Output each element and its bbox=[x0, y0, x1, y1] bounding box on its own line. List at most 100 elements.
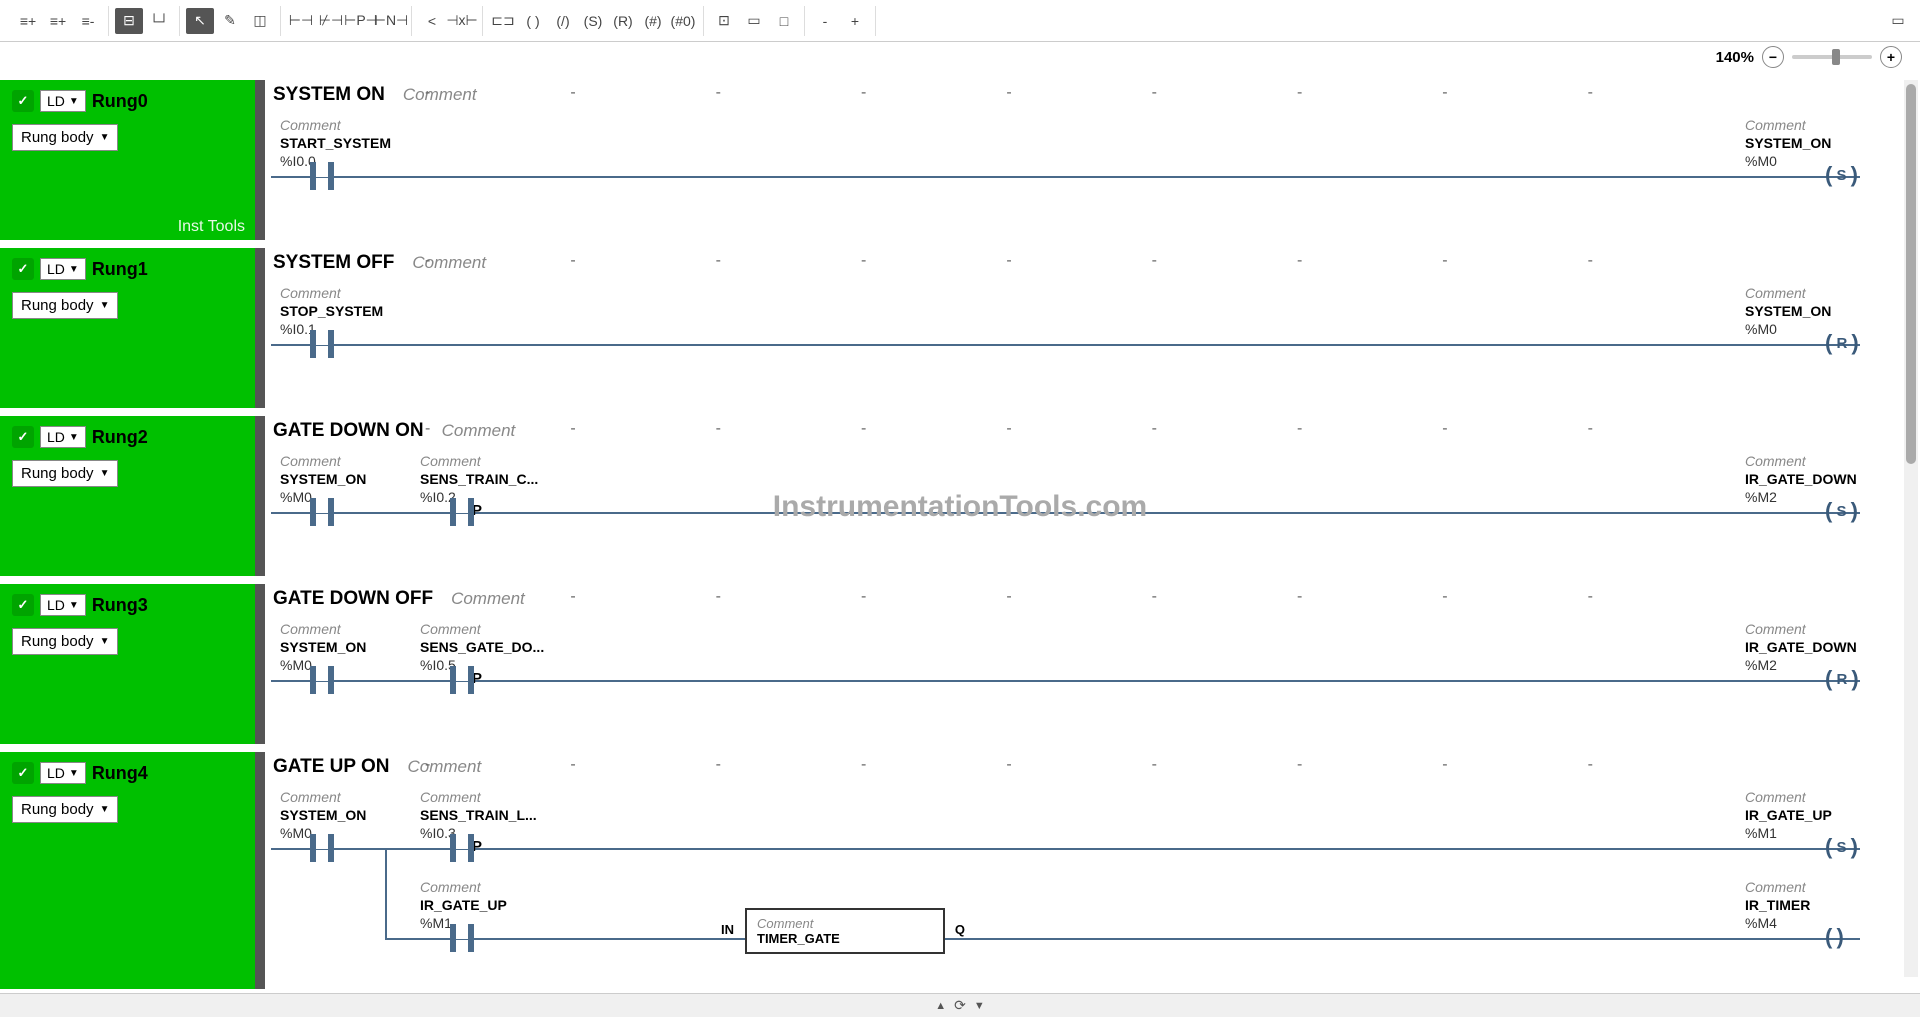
rung-title: SYSTEM OFF bbox=[273, 252, 394, 274]
contact[interactable]: P bbox=[450, 666, 474, 694]
coil-address: %M0 bbox=[1745, 152, 1831, 170]
coil[interactable]: ( R ) bbox=[1825, 330, 1858, 356]
toolbar-button[interactable]: < bbox=[418, 8, 446, 34]
contact-comment[interactable]: Comment bbox=[420, 788, 537, 806]
contact[interactable]: P bbox=[450, 498, 474, 526]
vertical-scrollbar[interactable] bbox=[1904, 80, 1918, 977]
coil-name: SYSTEM_ON bbox=[1745, 134, 1831, 152]
coil[interactable]: ( R ) bbox=[1825, 666, 1858, 692]
contact-comment[interactable]: Comment bbox=[420, 620, 544, 638]
coil[interactable]: ( S ) bbox=[1825, 834, 1857, 860]
zoom-controls: 140% − + bbox=[0, 42, 1920, 72]
rung-comment[interactable]: Comment bbox=[412, 253, 486, 273]
language-select[interactable]: LD ▼ bbox=[40, 594, 86, 616]
contact-comment[interactable]: Comment bbox=[280, 116, 391, 134]
contact-comment[interactable]: Comment bbox=[280, 284, 383, 302]
rung-header: ✓ LD ▼ Rung2 Rung body ▼ bbox=[0, 416, 255, 576]
language-select[interactable]: LD ▼ bbox=[40, 258, 86, 280]
contact[interactable] bbox=[310, 666, 334, 694]
coil-comment[interactable]: Comment bbox=[1745, 788, 1832, 806]
restore-icon[interactable]: ▭ bbox=[1884, 8, 1912, 34]
contact-name: SYSTEM_ON bbox=[280, 806, 366, 824]
func-in-label: IN bbox=[721, 922, 734, 937]
toolbar-button[interactable]: ⊢N⊣ bbox=[377, 8, 405, 34]
toolbar-button[interactable]: ✎ bbox=[216, 8, 244, 34]
language-select[interactable]: LD ▼ bbox=[40, 90, 86, 112]
zoom-in-button[interactable]: + bbox=[1880, 46, 1902, 68]
contact-comment[interactable]: Comment bbox=[420, 452, 538, 470]
language-select[interactable]: LD ▼ bbox=[40, 762, 86, 784]
toolbar-button[interactable]: ⊣x⊢ bbox=[448, 8, 476, 34]
coil-address: %M0 bbox=[1745, 320, 1831, 338]
contact-comment[interactable]: Comment bbox=[280, 788, 366, 806]
toolbar-button[interactable]: (#) bbox=[639, 8, 667, 34]
toolbar-button[interactable]: (#0) bbox=[669, 8, 697, 34]
toolbar-button[interactable]: □ bbox=[770, 8, 798, 34]
coil-comment[interactable]: Comment bbox=[1745, 452, 1857, 470]
toolbar-button[interactable]: ≡- bbox=[74, 8, 102, 34]
rung-body[interactable]: GATE DOWN ONComment---------CommentSYSTE… bbox=[265, 416, 1920, 576]
toolbar-button[interactable]: ⊟ bbox=[115, 8, 143, 34]
contact-comment[interactable]: Comment bbox=[280, 620, 366, 638]
toolbar-button[interactable]: ( ) bbox=[519, 8, 547, 34]
toolbar-button[interactable]: + bbox=[841, 8, 869, 34]
collapse-up-icon[interactable]: ▲ bbox=[935, 1000, 946, 1012]
rung-comment[interactable]: Comment bbox=[451, 589, 525, 609]
toolbar-button[interactable]: ≡+ bbox=[14, 8, 42, 34]
rung-status-icon: ✓ bbox=[12, 258, 34, 280]
toolbar-button[interactable]: (R) bbox=[609, 8, 637, 34]
toolbar-button[interactable]: ⊬⊣ bbox=[317, 8, 345, 34]
coil-name: IR_GATE_DOWN bbox=[1745, 470, 1857, 488]
contact[interactable]: P bbox=[450, 834, 474, 862]
coil-name: SYSTEM_ON bbox=[1745, 302, 1831, 320]
toolbar-button[interactable]: ⊢P⊣ bbox=[347, 8, 375, 34]
toolbar-button[interactable]: ↖ bbox=[186, 8, 214, 34]
toolbar-button[interactable]: ⊢⊣ bbox=[287, 8, 315, 34]
rung-name: Rung0 bbox=[92, 91, 148, 112]
coil[interactable]: ( S ) bbox=[1825, 162, 1857, 188]
coil-name: IR_GATE_DOWN bbox=[1745, 638, 1857, 656]
toolbar-button[interactable]: (S) bbox=[579, 8, 607, 34]
rung-body[interactable]: SYSTEM OFFComment---------CommentSTOP_SY… bbox=[265, 248, 1920, 408]
contact[interactable] bbox=[310, 330, 334, 358]
contact[interactable] bbox=[310, 498, 334, 526]
rung-body-select[interactable]: Rung body ▼ bbox=[12, 124, 118, 151]
coil-comment[interactable]: Comment bbox=[1745, 284, 1831, 302]
toolbar-button[interactable]: ▭ bbox=[740, 8, 768, 34]
rung-body-select[interactable]: Rung body ▼ bbox=[12, 628, 118, 655]
contact-name: SENS_TRAIN_L... bbox=[420, 806, 537, 824]
collapse-down-icon[interactable]: ▼ bbox=[974, 1000, 985, 1012]
contact-name: SYSTEM_ON bbox=[280, 638, 366, 656]
rung-status-icon: ✓ bbox=[12, 594, 34, 616]
rung-body-select[interactable]: Rung body ▼ bbox=[12, 460, 118, 487]
refresh-icon[interactable]: ⟳ bbox=[954, 997, 966, 1014]
rung-comment[interactable]: Comment bbox=[403, 85, 477, 105]
coil-comment[interactable]: Comment bbox=[1745, 620, 1857, 638]
rung-status-icon: ✓ bbox=[12, 90, 34, 112]
coil[interactable]: ( S ) bbox=[1825, 498, 1857, 524]
coil-comment[interactable]: Comment bbox=[1745, 116, 1831, 134]
zoom-slider[interactable] bbox=[1792, 55, 1872, 59]
toolbar-button[interactable]: └┘ bbox=[145, 8, 173, 34]
rung-body-select[interactable]: Rung body ▼ bbox=[12, 292, 118, 319]
zoom-out-button[interactable]: − bbox=[1762, 46, 1784, 68]
rung-header: ✓ LD ▼ Rung4 Rung body ▼ bbox=[0, 752, 255, 989]
contact-comment[interactable]: Comment bbox=[280, 452, 366, 470]
rung-body-select[interactable]: Rung body ▼ bbox=[12, 796, 118, 823]
toolbar-button[interactable]: ⊡ bbox=[710, 8, 738, 34]
language-select[interactable]: LD ▼ bbox=[40, 426, 86, 448]
toolbar-button[interactable]: ⊏⊐ bbox=[489, 8, 517, 34]
rung-comment[interactable]: Comment bbox=[407, 757, 481, 777]
toolbar-button[interactable]: (/) bbox=[549, 8, 577, 34]
toolbar-button[interactable]: - bbox=[811, 8, 839, 34]
rung-body[interactable]: SYSTEM ONComment---------CommentSTART_SY… bbox=[265, 80, 1920, 240]
rung-body[interactable]: GATE DOWN OFFComment---------CommentSYST… bbox=[265, 584, 1920, 744]
contact-name: STOP_SYSTEM bbox=[280, 302, 383, 320]
rung-comment[interactable]: Comment bbox=[442, 421, 516, 441]
rung-body[interactable]: GATE UP ONComment---------CommentSYSTEM_… bbox=[265, 752, 1920, 989]
contact[interactable] bbox=[310, 834, 334, 862]
function-block[interactable]: INQCommentTIMER_GATE bbox=[745, 908, 945, 954]
toolbar-button[interactable]: ◫ bbox=[246, 8, 274, 34]
toolbar-button[interactable]: ≡+ bbox=[44, 8, 72, 34]
contact[interactable] bbox=[310, 162, 334, 190]
